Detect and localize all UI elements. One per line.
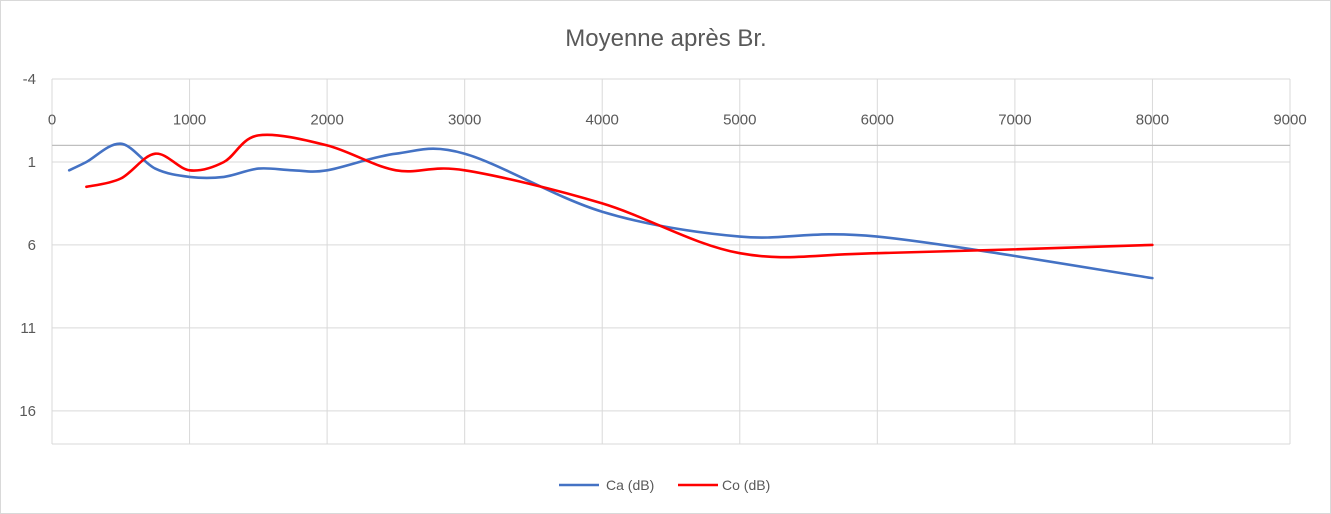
series-line-1	[67, 142, 1154, 280]
x-tick-label: 7000	[998, 111, 1031, 128]
y-tick-label: 1	[28, 154, 36, 171]
x-tick-label: 4000	[586, 111, 619, 128]
grid	[51, 78, 1291, 445]
x-tick-label: 6000	[861, 111, 894, 128]
y-tick-label: 16	[19, 403, 36, 420]
x-tick-label: 0	[48, 111, 56, 128]
legend-label: Ca (dB)	[606, 477, 654, 493]
series-line-2	[85, 133, 1154, 259]
chart-title: Moyenne après Br.	[565, 25, 766, 52]
x-tick-label: 1000	[173, 111, 206, 128]
x-tick-label: 2000	[310, 111, 343, 128]
x-tick-label: 8000	[1136, 111, 1169, 128]
x-tick-label: 3000	[448, 111, 481, 128]
series-lines	[67, 133, 1154, 280]
y-tick-label: -4	[23, 71, 36, 88]
legend-label: Co (dB)	[722, 477, 770, 493]
y-tick-label: 11	[20, 320, 36, 337]
legend[interactable]: Ca (dB) Co (dB)	[559, 477, 770, 493]
x-tick-label: 9000	[1273, 111, 1306, 128]
x-tick-label: 5000	[723, 111, 756, 128]
y-tick-label: 6	[28, 237, 36, 254]
